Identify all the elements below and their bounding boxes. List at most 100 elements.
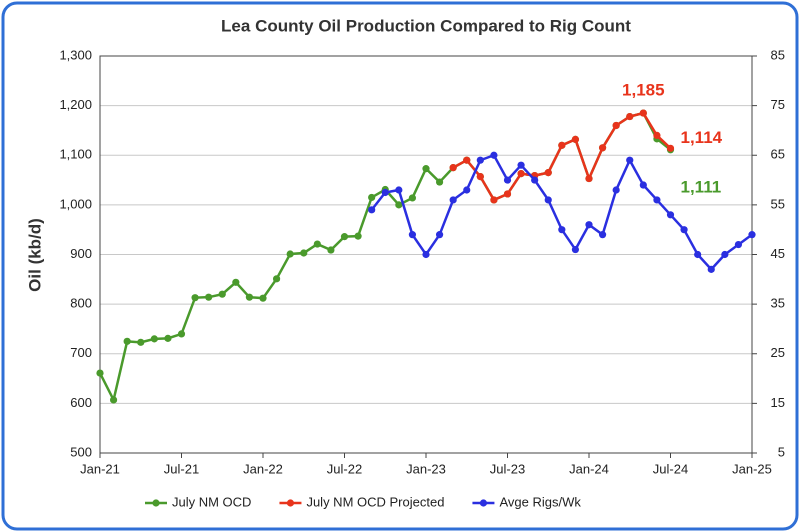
data-point [517,161,525,169]
data-point [476,156,484,164]
x-tick-label: Jan-23 [406,461,446,476]
data-point [422,165,430,173]
data-point [327,246,335,254]
y2-tick-label: 5 [778,444,785,459]
data-point [531,176,539,184]
legend-label: July NM OCD [172,494,251,509]
data-point [259,294,267,302]
data-point [137,338,145,346]
data-point [490,151,498,159]
legend-marker [286,499,295,507]
y2-tick-label: 55 [771,196,785,211]
data-point [558,141,566,149]
data-point [558,226,566,234]
data-point [653,196,661,204]
data-point [503,176,512,184]
x-tick-label: Jul-21 [164,461,199,476]
data-point [503,190,512,198]
data-point [707,265,715,273]
x-tick-label: Jul-23 [490,461,525,476]
y2-tick-label: 35 [771,296,785,311]
x-tick-label: Jan-25 [732,461,772,476]
data-point [368,193,376,202]
data-point [96,369,104,377]
data-point [300,249,308,257]
y-tick-label: 1,300 [59,47,92,62]
data-point [123,337,131,345]
data-point [232,278,240,286]
data-point [734,240,743,249]
y2-tick-label: 65 [771,147,785,162]
data-point [245,293,254,301]
data-point [286,250,294,258]
x-tick-label: Jan-24 [569,461,609,476]
y-axis-label: Oil (kb/d) [25,218,44,292]
data-point [164,334,172,342]
data-point [408,231,417,239]
data-point [517,170,525,178]
data-point [666,211,675,219]
data-point [395,186,403,194]
data-point [218,290,226,298]
data-point [598,231,607,239]
data-point [666,144,675,152]
data-point [680,226,688,234]
data-point [571,245,580,254]
y-tick-label: 500 [70,444,92,459]
data-point [313,240,321,248]
legend-marker [152,499,160,507]
data-point [422,250,430,259]
data-label: 1,111 [681,177,722,196]
data-point [626,156,634,164]
y-tick-label: 1,200 [59,97,92,112]
data-point [205,293,213,301]
data-point [381,188,389,197]
data-point [109,396,118,404]
data-point [748,231,756,239]
data-point [612,121,620,130]
data-point [653,131,661,139]
data-point [408,194,417,202]
data-point [585,174,593,183]
data-point [191,294,199,302]
data-point [435,231,444,239]
data-point [354,232,362,240]
y-tick-label: 700 [70,345,92,360]
data-point [585,221,593,229]
data-point [463,156,471,164]
data-label: 1,185 [622,81,665,100]
data-point [490,196,498,204]
data-point [571,135,580,143]
data-point [435,178,444,186]
data-point [476,172,484,181]
y2-tick-label: 45 [771,246,785,261]
data-point [272,275,281,283]
legend-label: Avge Rigs/Wk [499,494,581,509]
data-point [639,181,647,189]
data-point [395,201,403,209]
y2-tick-label: 25 [771,345,785,360]
data-point [368,206,376,214]
x-tick-label: Jul-24 [653,461,688,476]
data-point [626,112,634,121]
chart-title: Lea County Oil Production Compared to Ri… [221,16,631,35]
data-point [449,196,457,204]
data-point [598,144,607,152]
y2-tick-label: 15 [771,395,785,410]
data-point [177,330,186,338]
data-point [340,233,349,241]
data-point [150,335,158,343]
y2-tick-label: 85 [771,47,785,62]
data-point [449,164,457,172]
x-tick-label: Jul-22 [327,461,362,476]
data-point [612,186,620,194]
y-tick-label: 800 [70,296,92,311]
data-point [721,250,729,259]
data-point [544,169,552,177]
data-point [694,250,702,259]
legend-label: July NM OCD Projected [306,494,444,509]
x-tick-label: Jan-22 [243,461,283,476]
